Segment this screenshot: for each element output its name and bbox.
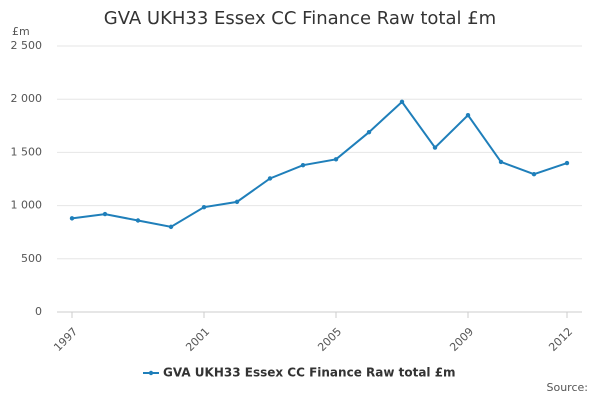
data-point: [432, 145, 438, 150]
legend-marker: [148, 370, 154, 376]
y-tick-label: 2 500: [11, 39, 43, 52]
source-label: Source:: [547, 381, 589, 394]
data-point: [366, 129, 372, 135]
y-tick-label: 0: [35, 305, 42, 318]
chart-title: GVA UKH33 Essex CC Finance Raw total £m: [104, 8, 496, 29]
y-axis-unit: £m: [12, 25, 30, 38]
x-tick-label: 1997: [51, 325, 80, 354]
data-point: [333, 157, 339, 162]
x-tick-label: 2001: [183, 325, 212, 354]
data-point: [498, 159, 504, 165]
y-tick-label: 1 500: [11, 145, 43, 158]
data-point: [399, 99, 405, 105]
series-line: [71, 100, 568, 228]
data-point: [69, 216, 75, 221]
data-point: [135, 218, 141, 223]
y-tick-label: 500: [21, 252, 42, 265]
data-point: [234, 199, 240, 205]
data-point: [465, 112, 471, 118]
data-point: [564, 160, 570, 166]
legend-label: GVA UKH33 Essex CC Finance Raw total £m: [163, 366, 456, 380]
data-point: [201, 204, 207, 210]
x-tick-label: 2005: [315, 325, 344, 354]
y-tick-label: 2 000: [11, 92, 43, 105]
data-point: [168, 224, 174, 230]
data-point: [300, 162, 306, 168]
x-tick-label: 2009: [447, 325, 476, 354]
data-point: [267, 176, 273, 181]
data-point: [102, 211, 108, 217]
data-point: [531, 172, 537, 177]
x-tick-label: 2012: [546, 325, 575, 354]
y-tick-label: 1 000: [11, 199, 43, 212]
